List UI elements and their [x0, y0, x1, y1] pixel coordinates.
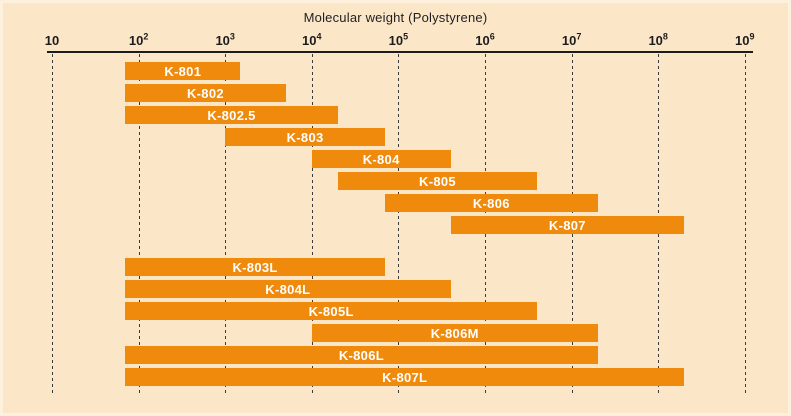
range-bar-k-803l: K-803L [125, 258, 385, 276]
x-axis-line [47, 51, 753, 53]
gridline-10e5 [398, 54, 399, 395]
range-bar-k-807l: K-807L [125, 368, 685, 386]
gridline-10e2 [139, 54, 140, 395]
x-tick-label-10e7: 107 [561, 31, 582, 48]
range-bar-k-801: K-801 [125, 62, 241, 80]
range-bar-k-802: K-802 [125, 84, 286, 102]
bar-label-k-802: K-802 [186, 85, 224, 101]
bar-label-k-806l: K-806L [338, 347, 384, 363]
bar-label-k-805: K-805 [419, 173, 456, 189]
range-bar-k-802.5: K-802.5 [125, 106, 338, 124]
bar-label-k-806: K-806 [472, 195, 510, 211]
bar-label-k-805l: K-805L [308, 303, 354, 319]
bar-label-k-803l: K-803L [232, 259, 278, 275]
gridline-10e1 [52, 54, 53, 395]
bar-label-k-807: K-807 [548, 217, 586, 233]
range-bar-k-803: K-803 [225, 128, 385, 146]
range-bar-k-805l: K-805L [125, 302, 538, 320]
bar-label-k-804l: K-804L [265, 281, 311, 297]
bar-label-k-807l: K-807L [382, 369, 428, 385]
bar-label-k-802.5: K-802.5 [207, 107, 256, 123]
bar-label-k-806m: K-806M [430, 325, 479, 341]
x-tick-label-10e4: 104 [302, 31, 322, 48]
bar-label-k-801: K-801 [164, 63, 202, 79]
range-bar-k-806l: K-806L [125, 346, 598, 364]
range-bar-k-804l: K-804L [125, 280, 451, 298]
x-tick-label-10e3: 103 [215, 31, 235, 48]
range-bar-k-805: K-805 [337, 172, 538, 190]
x-tick-label-10e9: 109 [735, 31, 755, 48]
gridline-10e4 [312, 54, 313, 395]
bar-label-k-804: K-804 [362, 151, 400, 167]
range-bar-k-806m: K-806M [311, 324, 598, 342]
x-tick-label-10e5: 105 [388, 31, 409, 48]
x-tick-label-10e2: 102 [128, 31, 149, 48]
gridline-10e9 [745, 54, 746, 395]
range-bar-k-807: K-807 [450, 216, 685, 234]
x-tick-label-10e8: 108 [648, 31, 668, 48]
range-bar-k-804: K-804 [311, 150, 451, 168]
range-bar-k-806: K-806 [384, 194, 598, 212]
x-tick-label-10e1: 10 [44, 33, 60, 48]
bar-label-k-803: K-803 [286, 129, 324, 145]
gridline-10e3 [225, 54, 226, 395]
x-tick-label-10e6: 106 [475, 31, 495, 48]
chart-title: Molecular weight (Polystyrene) [303, 10, 488, 25]
